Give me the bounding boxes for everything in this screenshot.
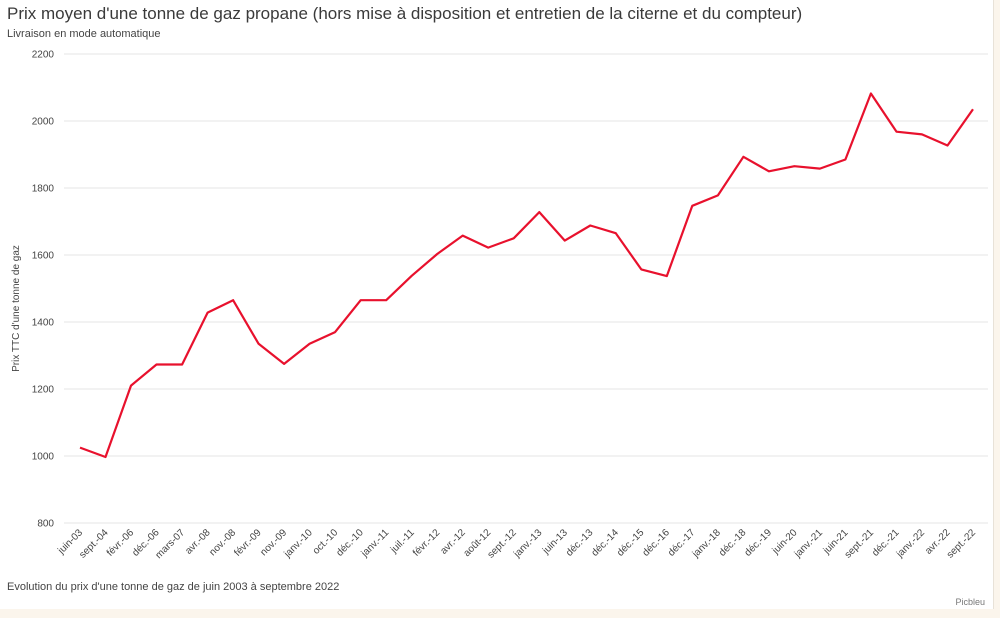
x-tick-label: janv.-18: [690, 527, 723, 560]
y-tick-label: 1400: [32, 318, 55, 329]
data-point: [689, 203, 695, 209]
series-line: [79, 92, 974, 459]
data-point: [587, 223, 593, 229]
data-point: [409, 273, 415, 279]
y-tick-label: 2200: [32, 50, 55, 61]
data-point: [893, 129, 899, 135]
data-point: [281, 361, 287, 367]
data-point: [562, 238, 568, 244]
data-point: [230, 297, 236, 303]
x-tick-label: déc.-18: [717, 527, 749, 559]
chart-card: Prix moyen d'une tonne de gaz propane (h…: [0, 0, 994, 609]
x-tick-label: janv.-11: [359, 527, 392, 560]
data-point: [256, 341, 262, 347]
x-tick-label: janv.-13: [511, 527, 544, 560]
x-axis-ticks: juin-03sept.-04févr.-06déc.-06mars-07avr…: [55, 527, 978, 561]
y-tick-label: 1000: [32, 452, 55, 463]
x-tick-label: janv.-10: [282, 527, 315, 560]
data-point: [511, 235, 517, 241]
x-tick-label: sept.-04: [77, 527, 111, 561]
source-credit: Picbleu: [955, 597, 985, 607]
data-points: [77, 91, 976, 460]
data-point: [970, 106, 976, 112]
data-point: [179, 362, 185, 368]
y-tick-label: 800: [37, 519, 54, 530]
data-point: [460, 233, 466, 239]
x-tick-label: déc.-19: [743, 527, 775, 559]
x-tick-label: déc.-14: [590, 527, 622, 559]
y-tick-label: 1600: [32, 251, 55, 262]
chart-caption: Evolution du prix d'une tonne de gaz de …: [7, 581, 340, 593]
data-point: [434, 251, 440, 257]
data-point: [638, 266, 644, 272]
data-point: [332, 329, 338, 335]
data-point: [919, 131, 925, 137]
data-point: [842, 157, 848, 163]
x-tick-label: sept.-21: [843, 527, 877, 561]
y-tick-label: 1200: [32, 385, 55, 396]
x-tick-label: janv.-21: [792, 527, 825, 560]
y-axis-label: Prix TTC d'une tonne de gaz: [11, 245, 22, 372]
x-tick-label: déc.-13: [564, 527, 596, 559]
data-point: [868, 91, 874, 97]
data-point: [664, 273, 670, 279]
data-point: [383, 297, 389, 303]
x-tick-label: janv.-22: [894, 527, 927, 560]
data-point: [128, 383, 134, 389]
x-tick-label: févr.-06: [105, 527, 137, 559]
data-point: [740, 154, 746, 160]
x-tick-label: févr.-12: [411, 527, 443, 559]
data-point: [358, 297, 364, 303]
x-tick-label: févr.-09: [232, 527, 264, 559]
y-tick-label: 1800: [32, 184, 55, 195]
data-point: [944, 142, 950, 148]
chart-subtitle: Livraison en mode automatique: [7, 28, 161, 40]
x-tick-label: sept.-12: [486, 527, 520, 561]
data-point: [307, 341, 313, 347]
data-point: [536, 209, 542, 215]
data-point: [791, 163, 797, 169]
data-point: [613, 230, 619, 236]
gridlines: [64, 53, 988, 524]
data-point: [77, 445, 83, 451]
data-point: [154, 362, 160, 368]
y-axis-ticks: 800 1000 1200 1400 1600 1800 2000 2200: [32, 50, 55, 530]
y-tick-label: 2000: [32, 117, 55, 128]
chart-title: Prix moyen d'une tonne de gaz propane (h…: [7, 4, 803, 23]
line-chart: 800 1000 1200 1400 1600 1800 2000 2200 juin-03s…: [11, 50, 988, 561]
data-point: [205, 310, 211, 316]
x-tick-label: sept.-22: [945, 527, 979, 561]
data-point: [103, 454, 109, 460]
data-point: [485, 245, 491, 251]
x-tick-label: déc.-16: [641, 527, 673, 559]
x-tick-label: déc.-15: [615, 527, 647, 559]
data-point: [817, 166, 823, 172]
data-point: [766, 168, 772, 174]
data-point: [715, 192, 721, 198]
